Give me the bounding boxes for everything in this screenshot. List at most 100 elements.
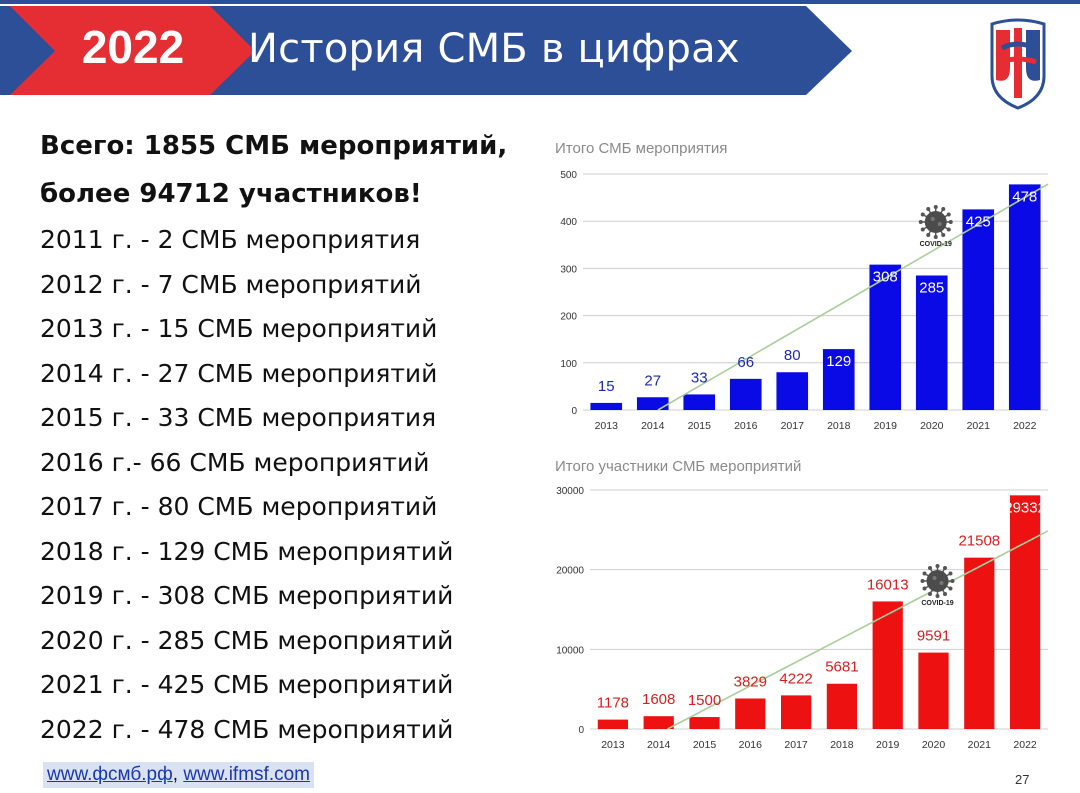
virus-spike-tip	[950, 579, 955, 583]
virus-spike-tip	[946, 227, 951, 232]
list-item: 2012 г. - 7 СМБ мероприятий	[40, 269, 422, 299]
chart-title: Итого участники СМБ мероприятий	[555, 458, 801, 475]
data-label: 27	[644, 372, 661, 389]
data-label: 16013	[867, 576, 909, 593]
virus-spike-tip	[928, 591, 932, 596]
summary-total-events: Всего: 1855 СМБ мероприятий,	[40, 131, 508, 161]
list-item: 2020 г. - 285 СМБ мероприятий	[40, 625, 454, 655]
x-tick-label: 2013	[595, 420, 619, 432]
virus-spike-tip	[935, 594, 940, 598]
trendline	[667, 530, 1049, 730]
x-tick-label: 2013	[601, 739, 625, 751]
x-tick-label: 2020	[920, 420, 944, 432]
header-year: 2022	[81, 21, 185, 73]
x-tick-label: 2019	[874, 420, 898, 432]
data-label: 15	[598, 378, 615, 395]
page-number: 27	[1015, 772, 1030, 787]
virus-spike-tip	[922, 571, 927, 576]
list-item: 2018 г. - 129 СМБ мероприятий	[40, 536, 454, 566]
y-tick-label: 300	[560, 264, 577, 275]
banner-shapes	[0, 6, 852, 95]
data-label: 425	[966, 213, 991, 230]
y-tick-label: 30000	[556, 486, 584, 497]
data-label: 308	[873, 269, 898, 286]
x-tick-label: 2022	[1013, 420, 1037, 432]
trendline	[657, 183, 1049, 411]
x-tick-label: 2016	[739, 739, 763, 751]
data-label: 1500	[688, 692, 721, 709]
summary-total-participants: более 94712 участников!	[40, 179, 422, 209]
list-item: 2015 г. - 33 СМБ мероприятия	[40, 403, 437, 432]
data-label: 66	[737, 354, 754, 371]
coronavirus-icon	[920, 564, 955, 598]
bar	[780, 695, 812, 729]
bar	[918, 652, 949, 729]
list-item: 2014 г. - 27 СМБ мероприятий	[40, 358, 438, 388]
link-separator: ,	[172, 764, 184, 785]
x-tick-label: 2019	[876, 739, 900, 751]
x-tick-label: 2015	[693, 739, 717, 751]
virus-spike-tip	[943, 591, 947, 596]
footer-links: www.фсмб.рф, www.ifmsf.com	[43, 762, 314, 788]
link-fsmb[interactable]: www.фсмб.рф	[47, 764, 173, 785]
y-tick-label: 10000	[556, 645, 584, 656]
virus-spike-tip	[926, 207, 931, 212]
bar	[1009, 495, 1041, 729]
virus-spike-tip	[941, 232, 946, 237]
bar	[915, 275, 948, 410]
participants-bar-chart: Итого участники СМБ мероприятий 0 10000 200…	[555, 458, 1049, 751]
x-tick-label: 2020	[922, 739, 946, 751]
y-tick-label: 20000	[556, 566, 584, 577]
data-label: 9591	[917, 628, 950, 645]
virus-spike-tip	[941, 207, 946, 212]
bar	[872, 601, 903, 729]
x-tick-label: 2014	[647, 739, 671, 751]
data-label: 5681	[825, 659, 858, 676]
bar	[683, 394, 716, 410]
virus-body	[926, 570, 949, 592]
x-tick-label: 2022	[1013, 739, 1037, 751]
data-label: 3829	[734, 673, 767, 690]
top-border	[0, 0, 1080, 4]
virus-spike-tip	[928, 566, 932, 571]
y-tick-label: 500	[560, 170, 577, 181]
x-tick-label: 2018	[830, 739, 854, 751]
x-tick-label: 2018	[827, 420, 851, 432]
bar	[729, 378, 762, 410]
virus-spike-tip	[920, 227, 925, 232]
list-item: 2019 г. - 308 СМБ мероприятий	[40, 581, 454, 610]
bar	[636, 397, 669, 410]
x-tick-label: 2017	[781, 420, 805, 432]
bar	[597, 719, 629, 729]
link-ifmsf[interactable]: www.ifmsf.com	[183, 764, 310, 785]
virus-spike-tip	[922, 586, 927, 591]
bar	[964, 557, 995, 729]
data-label: 21508	[958, 533, 1000, 550]
events-bar-chart: Итого СМБ мероприятия 0 100 200 300 400 500 201…	[555, 140, 1049, 432]
data-label: 1608	[642, 691, 675, 708]
data-label: 478	[1012, 188, 1037, 205]
virus-spike-tip	[935, 564, 940, 568]
x-tick-label: 2021	[967, 420, 991, 432]
x-tick-label: 2016	[734, 420, 758, 432]
virus-spike-tip	[920, 212, 925, 217]
y-tick-label: 100	[560, 359, 577, 370]
data-label: 33	[691, 369, 708, 386]
y-tick-label: 0	[571, 406, 577, 417]
virus-spot	[930, 217, 935, 221]
virus-spike-tip	[948, 571, 953, 576]
virus-spike-tip	[948, 220, 953, 224]
header-title: История СМБ в цифрах	[248, 26, 740, 72]
virus-spike-tip	[946, 212, 951, 217]
bar	[962, 209, 995, 410]
y-tick-label: 200	[560, 312, 577, 323]
bar	[643, 716, 674, 729]
virus-spike-tip	[920, 579, 925, 583]
data-label: 80	[784, 347, 801, 364]
virus-spike-tip	[933, 235, 938, 239]
data-label: 4222	[779, 670, 812, 687]
virus-spike-tip	[948, 586, 953, 591]
virus-spike-tip	[943, 566, 947, 571]
bar	[826, 683, 858, 729]
virus-spot	[939, 581, 944, 585]
